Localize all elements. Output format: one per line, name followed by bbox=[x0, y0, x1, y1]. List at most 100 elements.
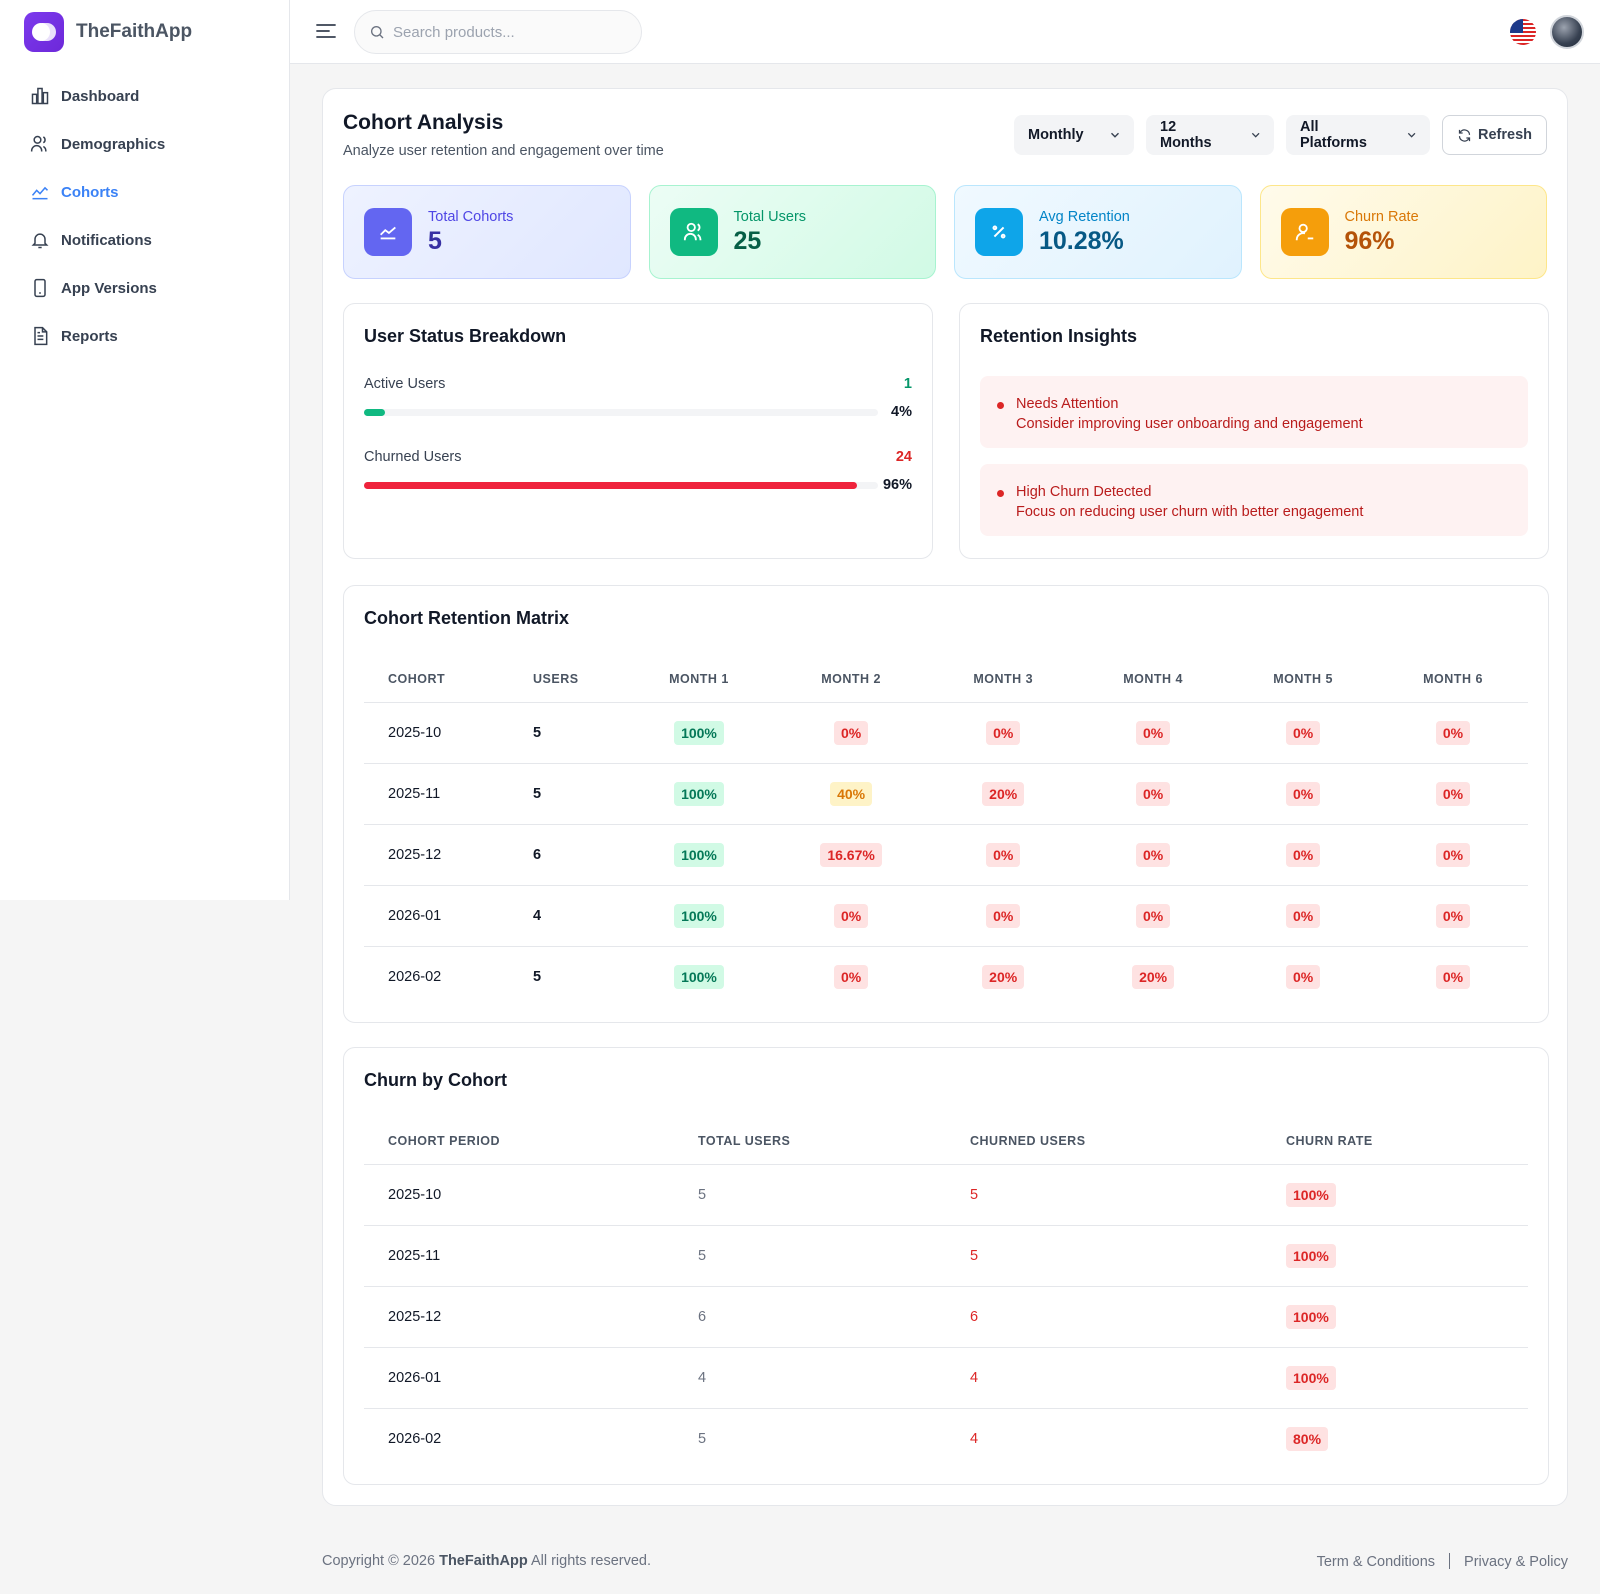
retention-badge: 0% bbox=[1435, 842, 1471, 867]
retention-cell: 0% bbox=[1078, 824, 1229, 886]
users-cell: 5 bbox=[509, 763, 624, 825]
retention-badge: 0% bbox=[1435, 720, 1471, 745]
retention-cell: 20% bbox=[928, 946, 1078, 1007]
menu-icon[interactable] bbox=[316, 22, 336, 40]
retention-badge: 20% bbox=[982, 781, 1025, 806]
cohort-cell: 2025-12 bbox=[364, 824, 509, 886]
churn-rate-cell: 80% bbox=[1262, 1408, 1528, 1469]
search-input[interactable] bbox=[393, 23, 613, 41]
avatar[interactable] bbox=[1550, 15, 1584, 49]
churn-rate-badge: 80% bbox=[1286, 1426, 1329, 1451]
sidebar-item-notifications[interactable]: Notifications bbox=[0, 216, 289, 264]
total-users-cell: 6 bbox=[674, 1286, 946, 1348]
search-bar bbox=[354, 10, 642, 54]
sidebar-nav: Dashboard Demographics Cohorts Notificat… bbox=[0, 72, 289, 360]
status-row-churned: Churned Users 24 96% bbox=[364, 449, 912, 493]
brand[interactable]: TheFaithApp bbox=[0, 0, 289, 64]
platform-select-value: All Platforms bbox=[1300, 119, 1367, 151]
retention-cell: 0% bbox=[1228, 763, 1379, 825]
churn-rate-cell: 100% bbox=[1262, 1347, 1528, 1409]
period-cell: 2025-10 bbox=[364, 1164, 674, 1226]
retention-cell: 100% bbox=[624, 763, 774, 825]
search-icon bbox=[371, 26, 384, 39]
retention-badge: 0% bbox=[833, 903, 869, 928]
trend-line-icon bbox=[31, 186, 49, 200]
stat-value: 96% bbox=[1344, 226, 1395, 255]
sidebar-item-reports[interactable]: Reports bbox=[0, 312, 289, 360]
insight-alert: Needs Attention Consider improving user … bbox=[980, 376, 1528, 448]
sidebar-item-label: Demographics bbox=[61, 135, 166, 153]
retention-badge: 16.67% bbox=[820, 842, 882, 867]
sidebar-item-demographics[interactable]: Demographics bbox=[0, 120, 289, 168]
churned-users-cell: 5 bbox=[946, 1164, 1262, 1226]
sidebar-item-app-versions[interactable]: App Versions bbox=[0, 264, 289, 312]
platform-select[interactable]: All Platforms bbox=[1286, 115, 1430, 155]
stat-label: Avg Retention bbox=[1039, 208, 1130, 225]
period-select-value: Monthly bbox=[1028, 127, 1084, 143]
retention-badge: 20% bbox=[982, 964, 1025, 989]
retention-cell: 0% bbox=[774, 946, 928, 1007]
retention-cell: 100% bbox=[624, 824, 774, 886]
retention-cell: 0% bbox=[1228, 824, 1379, 886]
cohort-cell: 2025-11 bbox=[364, 763, 509, 825]
stat-label: Total Users bbox=[733, 208, 807, 225]
stat-card-total-cohorts: Total Cohorts 5 bbox=[343, 185, 631, 279]
refresh-label: Refresh bbox=[1478, 127, 1532, 143]
retention-cell: 20% bbox=[928, 763, 1079, 825]
insight-text: Focus on reducing user churn with better… bbox=[1016, 504, 1364, 520]
stat-card-churn-rate: Churn Rate 96% bbox=[1259, 185, 1547, 279]
app-name: TheFaithApp bbox=[76, 21, 193, 42]
column-header: TOTAL USERS bbox=[674, 1118, 946, 1165]
us-flag-icon[interactable] bbox=[1510, 19, 1536, 45]
insight-title: Needs Attention bbox=[1016, 396, 1119, 412]
column-header: MONTH 3 bbox=[928, 656, 1079, 703]
sidebar-item-label: Cohorts bbox=[61, 183, 119, 201]
page-title: Cohort Analysis bbox=[343, 111, 504, 134]
churn-rate-badge: 100% bbox=[1286, 1182, 1336, 1207]
retention-badge: 0% bbox=[1136, 781, 1171, 806]
retention-badge: 0% bbox=[1435, 964, 1471, 989]
period-cell: 2026-02 bbox=[388, 1430, 442, 1447]
user-status-card: User Status Breakdown Active Users 1 4% … bbox=[343, 303, 933, 559]
card-title: Retention Insights bbox=[980, 326, 1137, 346]
sidebar-item-dashboard[interactable]: Dashboard bbox=[0, 72, 289, 120]
period-select[interactable]: Monthly bbox=[1014, 115, 1134, 155]
copyright: Copyright © 2026 TheFaithApp All rights … bbox=[322, 1553, 651, 1570]
retention-cell: 20% bbox=[1078, 946, 1228, 1007]
status-count: 1 bbox=[903, 376, 912, 392]
status-percent: 96% bbox=[882, 477, 912, 493]
trend-chart-icon bbox=[364, 208, 412, 256]
refresh-button[interactable]: Refresh bbox=[1442, 115, 1547, 155]
stat-value: 25 bbox=[733, 226, 762, 255]
retention-badge: 0% bbox=[986, 842, 1021, 867]
topbar bbox=[290, 0, 1600, 64]
table-row: 2026-01 4 4 100% bbox=[364, 1347, 1528, 1409]
user-minus-icon bbox=[1280, 208, 1329, 256]
retention-cell: 100% bbox=[624, 946, 774, 1007]
bell-icon bbox=[31, 233, 49, 249]
retention-cell: 0% bbox=[928, 702, 1079, 764]
range-select[interactable]: 12 Months bbox=[1146, 115, 1274, 155]
progress-track bbox=[364, 481, 878, 489]
retention-cell: 0% bbox=[928, 824, 1079, 886]
terms-link[interactable]: Term & Conditions bbox=[1316, 1554, 1436, 1570]
retention-badge: 0% bbox=[1285, 964, 1321, 989]
retention-badge: 100% bbox=[674, 964, 724, 989]
card-title: Churn by Cohort bbox=[364, 1070, 507, 1090]
users-icon bbox=[669, 208, 718, 256]
churned-users-cell: 4 bbox=[970, 1430, 979, 1447]
sidebar-item-label: Notifications bbox=[61, 231, 152, 249]
progress-fill bbox=[364, 481, 858, 489]
total-users-cell: 5 bbox=[674, 1225, 946, 1287]
status-label: Active Users bbox=[364, 376, 446, 392]
column-header: MONTH 6 bbox=[1378, 656, 1528, 703]
footer-links: Term & Conditions Privacy & Policy bbox=[1317, 1553, 1568, 1570]
table-row: 2025-10 5 5 100% bbox=[364, 1164, 1528, 1226]
total-users-cell: 5 bbox=[698, 1430, 707, 1447]
status-row-active: Active Users 1 4% bbox=[364, 376, 912, 420]
sidebar-item-cohorts[interactable]: Cohorts bbox=[0, 168, 289, 216]
retention-badge: 0% bbox=[833, 720, 869, 745]
privacy-link[interactable]: Privacy & Policy bbox=[1464, 1554, 1568, 1570]
column-header: COHORT PERIOD bbox=[364, 1118, 674, 1165]
retention-cell: 100% bbox=[624, 702, 774, 764]
